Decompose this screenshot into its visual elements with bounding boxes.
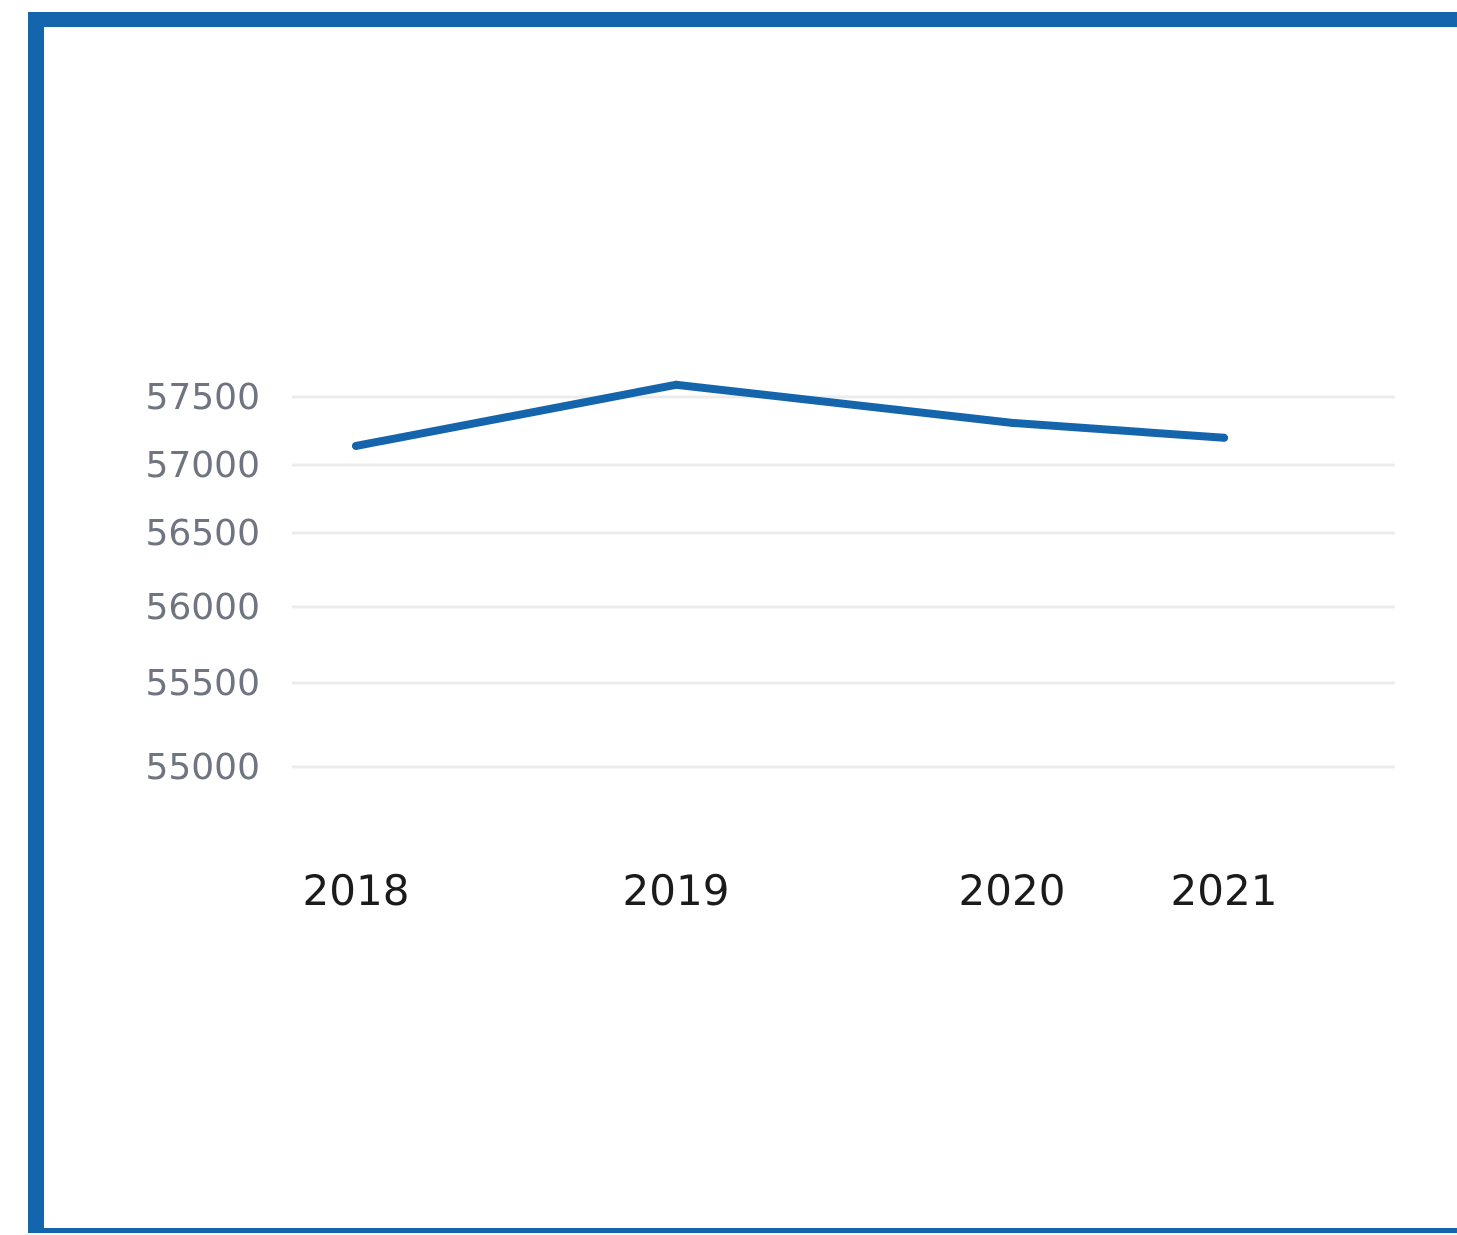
y-tick-label-56000: 56000: [145, 587, 260, 628]
y-tick-label-57500: 57500: [145, 377, 260, 418]
series-line-0: [352, 380, 1228, 450]
x-tick-label-2021: 2021: [1171, 866, 1278, 915]
x-tick-label-2019: 2019: [623, 866, 730, 915]
data-point-2018: [352, 441, 360, 450]
gridlines: [292, 395, 1395, 769]
data-point-2021: [1220, 433, 1228, 442]
x-tick-label-2020: 2020: [959, 866, 1066, 915]
y-axis-tick-labels: 57500 57000 56500 56000 55500 55000: [145, 377, 260, 788]
series-lines: [352, 380, 1228, 450]
x-tick-label-2018: 2018: [303, 866, 410, 915]
y-tick-label-56500: 56500: [145, 513, 260, 554]
y-tick-label-57000: 57000: [145, 445, 260, 486]
x-axis-tick-labels: 2018 2019 2020 2021: [303, 866, 1278, 915]
y-tick-label-55000: 55000: [145, 747, 260, 788]
chart-frame: [28, 12, 1457, 1233]
y-tick-label-55500: 55500: [145, 663, 260, 704]
data-point-2019: [672, 380, 680, 389]
data-point-2020: [1008, 418, 1016, 427]
